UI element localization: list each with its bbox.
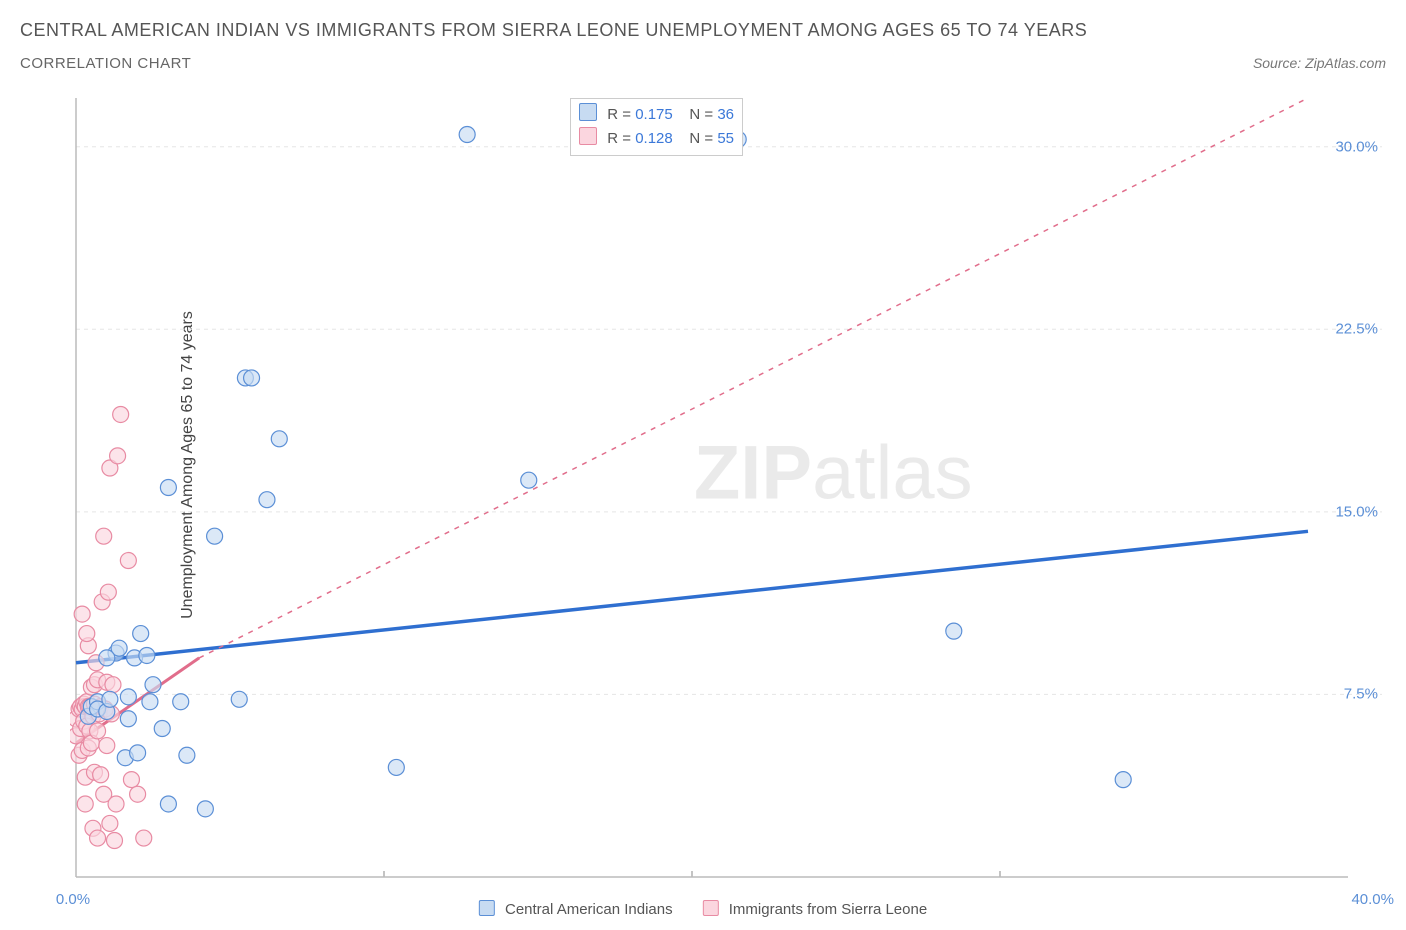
swatch-pink xyxy=(579,127,597,145)
swatch-blue xyxy=(479,900,495,916)
swatch-blue xyxy=(579,103,597,121)
y-tick: 7.5% xyxy=(1344,686,1378,703)
legend-item-blue: Central American Indians xyxy=(479,900,673,918)
scatter-plot xyxy=(70,92,1386,885)
y-tick: 22.5% xyxy=(1335,321,1378,338)
x-tick-max: 40.0% xyxy=(1351,891,1394,908)
source-label: Source: ZipAtlas.com xyxy=(1253,55,1386,71)
page-title: CENTRAL AMERICAN INDIAN VS IMMIGRANTS FR… xyxy=(0,0,1406,41)
stats-row-blue: R = 0.175 N = 36 xyxy=(579,103,734,127)
chart-area: ZIPatlas 7.5%15.0%22.5%30.0% R = 0.175 N… xyxy=(70,92,1386,885)
footer-legend: Central American Indians Immigrants from… xyxy=(479,900,927,918)
legend-item-pink: Immigrants from Sierra Leone xyxy=(703,900,928,918)
y-tick: 30.0% xyxy=(1335,138,1378,155)
page-subtitle: CORRELATION CHART xyxy=(20,55,191,72)
stats-row-pink: R = 0.128 N = 55 xyxy=(579,127,734,151)
y-tick: 15.0% xyxy=(1335,503,1378,520)
x-tick-min: 0.0% xyxy=(56,891,90,908)
swatch-pink xyxy=(703,900,719,916)
stats-box: R = 0.175 N = 36 R = 0.128 N = 55 xyxy=(570,98,743,156)
